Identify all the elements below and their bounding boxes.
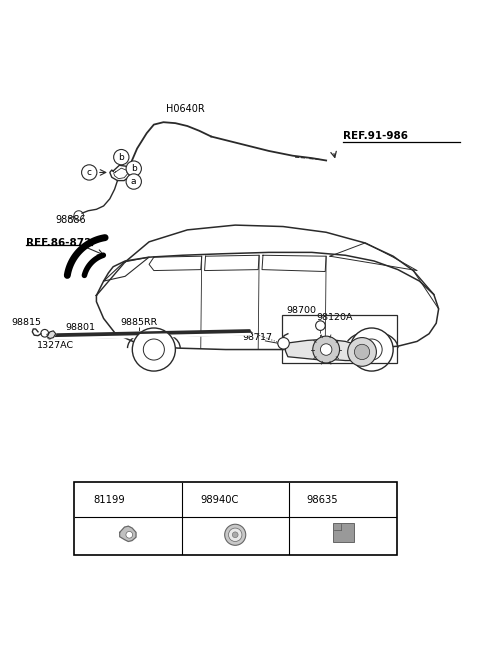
FancyBboxPatch shape (333, 523, 354, 542)
Text: 1327AC: 1327AC (36, 341, 74, 350)
Text: c: c (294, 495, 299, 504)
Polygon shape (96, 253, 439, 350)
Circle shape (126, 174, 142, 189)
Text: 98700: 98700 (286, 306, 316, 315)
Circle shape (132, 328, 175, 371)
Text: REF.91-986: REF.91-986 (343, 131, 408, 141)
Circle shape (126, 531, 132, 538)
Text: 81199: 81199 (93, 495, 125, 504)
Circle shape (313, 336, 339, 363)
Circle shape (354, 344, 370, 359)
Text: 9885RR: 9885RR (121, 318, 158, 327)
Text: 98815: 98815 (11, 318, 41, 327)
Text: H0640R: H0640R (166, 104, 204, 113)
Text: 98940C: 98940C (200, 495, 239, 504)
Text: b: b (187, 495, 192, 504)
Polygon shape (48, 331, 56, 338)
Polygon shape (110, 165, 130, 180)
Circle shape (321, 344, 332, 356)
Text: c: c (87, 168, 92, 177)
Circle shape (350, 328, 393, 371)
Circle shape (82, 165, 97, 180)
Polygon shape (286, 340, 362, 361)
Circle shape (228, 528, 242, 541)
Polygon shape (120, 526, 136, 541)
Circle shape (126, 161, 142, 176)
Text: 98886: 98886 (56, 215, 86, 225)
Circle shape (114, 150, 129, 165)
Text: 98717: 98717 (242, 333, 272, 342)
Circle shape (278, 338, 289, 349)
Circle shape (289, 493, 303, 507)
Text: REF.86-872: REF.86-872 (25, 238, 91, 248)
Text: 98635: 98635 (307, 495, 338, 504)
FancyBboxPatch shape (74, 482, 396, 555)
Circle shape (75, 493, 90, 507)
Text: a: a (131, 177, 136, 186)
Circle shape (225, 524, 246, 545)
Circle shape (348, 338, 376, 366)
Text: b: b (119, 153, 124, 161)
Text: a: a (80, 495, 85, 504)
Text: b: b (131, 164, 137, 173)
Text: 98801: 98801 (65, 323, 96, 331)
Text: 98120A: 98120A (317, 314, 353, 322)
Circle shape (182, 493, 197, 507)
Circle shape (232, 532, 238, 538)
